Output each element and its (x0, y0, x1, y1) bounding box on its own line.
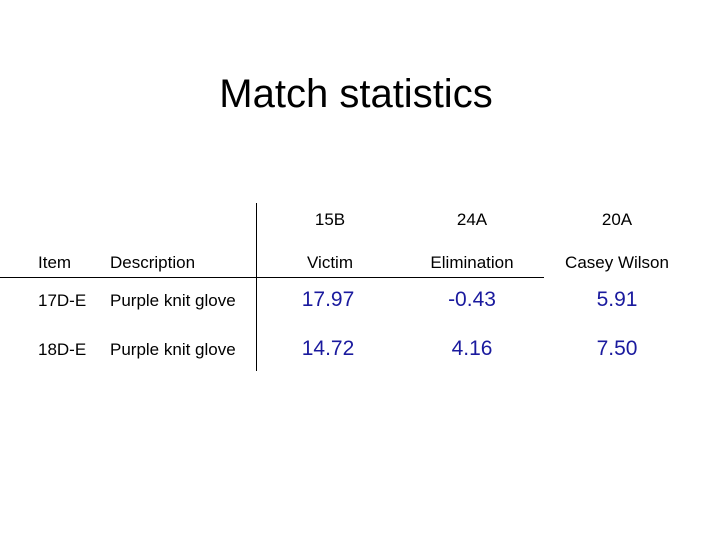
description-column-header: Description (110, 253, 196, 272)
row-value-15b: 14.72 (301, 337, 355, 360)
item-column-header: Item (38, 253, 72, 272)
column-name-header-2: Elimination (430, 253, 514, 272)
row-value-15b: 17.97 (301, 288, 355, 311)
column-divider-vertical (256, 203, 257, 371)
column-name-header-1: Victim (307, 253, 353, 272)
row-value-20a: 5.91 (596, 288, 638, 311)
row-item-code: 18D-E (38, 340, 87, 359)
column-code-header-3: 20A (601, 210, 633, 229)
row-value-20a: 7.50 (596, 337, 638, 360)
row-description: Purple knit glove (110, 340, 236, 359)
row-item-code: 17D-E (38, 291, 87, 310)
page-title: Match statistics (219, 72, 493, 116)
column-code-header-2: 24A (456, 210, 488, 229)
header-divider-horizontal (0, 277, 544, 278)
row-value-24a: -0.43 (448, 288, 496, 311)
row-description: Purple knit glove (110, 291, 236, 310)
column-code-header-1: 15B (314, 210, 346, 229)
row-value-24a: 4.16 (451, 337, 493, 360)
column-name-header-3: Casey Wilson (565, 253, 669, 272)
